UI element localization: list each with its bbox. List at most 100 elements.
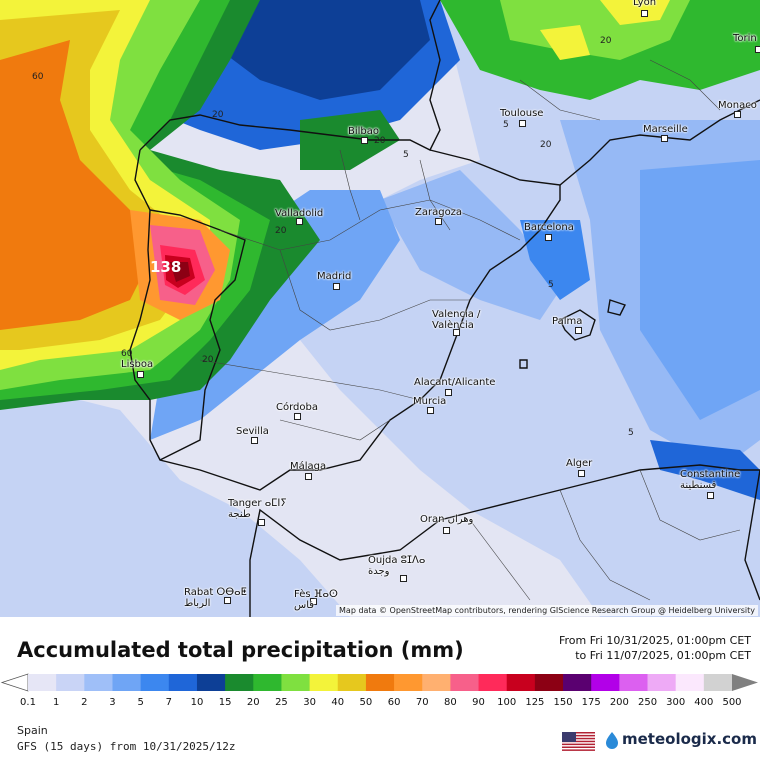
city-marker <box>305 473 312 480</box>
contour-label: 5 <box>503 120 509 130</box>
scale-tick-label: 3 <box>109 697 116 708</box>
scale-swatch <box>478 674 508 691</box>
city-label-torin: Torin <box>733 33 757 44</box>
city-marker <box>294 413 301 420</box>
contour-label: 5 <box>403 150 409 160</box>
scale-tick-label: 150 <box>553 697 573 708</box>
color-scale <box>0 673 758 692</box>
city-marker <box>137 371 144 378</box>
region-label: Spain <box>17 724 48 737</box>
city-marker <box>755 46 760 53</box>
city-marker <box>453 329 460 336</box>
scale-swatch <box>675 674 705 691</box>
scale-swatch <box>506 674 536 691</box>
scale-tick-label: 400 <box>694 697 714 708</box>
city-label-murcia: Murcia <box>413 396 447 407</box>
city-label-madrid: Madrid <box>317 271 352 282</box>
scale-swatch <box>84 674 113 691</box>
scale-tick-label: 70 <box>415 697 429 708</box>
city-marker <box>400 575 407 582</box>
scale-tick-label: 10 <box>190 697 204 708</box>
city-label-sevilla: Sevilla <box>236 426 269 437</box>
city-label-cordoba: Córdoba <box>276 402 318 413</box>
scale-tick-label: 5 <box>137 697 144 708</box>
city-label-rabat: Rabat ⵔⴱⴰⵟ الرباط <box>184 587 247 609</box>
city-marker <box>578 470 585 477</box>
scale-tick-label: 125 <box>525 697 545 708</box>
city-marker <box>519 120 526 127</box>
scale-swatch <box>534 674 564 691</box>
contour-label: 20 <box>212 110 224 120</box>
scale-swatch <box>309 674 339 691</box>
city-label-valencia: Valencia / València <box>432 309 481 331</box>
city-marker <box>296 218 303 225</box>
max-precipitation-label: 138 <box>150 258 182 276</box>
scale-swatch <box>422 674 451 691</box>
city-label-lisboa: Lisboa <box>121 359 154 370</box>
contour-label: 5 <box>628 428 634 438</box>
scale-tick-label: 175 <box>581 697 601 708</box>
scale-tick-label: 50 <box>359 697 373 708</box>
contour-label: 20 <box>202 355 214 365</box>
city-marker <box>361 137 368 144</box>
city-marker <box>427 407 434 414</box>
scale-tick-label: 15 <box>218 697 232 708</box>
scale-tick-label: 500 <box>722 697 742 708</box>
scale-swatch <box>253 674 282 691</box>
city-label-bilbao: Bilbao <box>348 126 380 137</box>
scale-swatch <box>28 674 57 691</box>
scale-arrow-high <box>732 674 758 691</box>
city-marker <box>224 597 231 604</box>
city-marker <box>258 519 265 526</box>
brand-link[interactable]: meteologix.com <box>622 730 757 748</box>
city-label-toulouse: Toulouse <box>500 108 544 119</box>
scale-swatch <box>703 674 733 691</box>
city-label-oujda: Oujda ⵓⵊⴷⴰ وجدة <box>368 555 426 577</box>
scale-tick-label: 1 <box>52 697 60 708</box>
city-marker <box>661 135 668 142</box>
city-label-barcelona: Barcelona <box>524 222 574 233</box>
city-label-alicante: Alacant/Alicante <box>414 377 496 388</box>
scale-swatch <box>394 674 423 691</box>
contour-label: 60 <box>32 72 44 82</box>
period-to: to Fri 11/07/2025, 01:00pm CET <box>575 649 751 662</box>
scale-swatch <box>112 674 142 691</box>
scale-swatch <box>647 674 677 691</box>
scale-swatch <box>365 674 395 691</box>
scale-tick-label: 40 <box>331 697 345 708</box>
city-label-tanger: Tanger ⴰⵎⵏⵢ طنجة <box>228 498 287 520</box>
precipitation-map: 138 60 20 5 20 20 5 5 20 60 20 5 20 Lyon… <box>0 0 760 617</box>
city-marker <box>575 327 582 334</box>
city-label-fes: Fès ⴼⴰⵙ فاس <box>294 589 338 611</box>
city-marker <box>707 492 714 499</box>
contour-label: 5 <box>548 280 554 290</box>
city-label-zaragoza: Zaragoza <box>415 207 463 218</box>
scale-swatch <box>281 674 311 691</box>
contour-label: 20 <box>540 140 552 150</box>
scale-tick-label: 2 <box>81 697 88 708</box>
city-marker <box>734 111 741 118</box>
city-marker <box>545 234 552 241</box>
scale-tick-label: 80 <box>444 697 457 708</box>
scale-swatch <box>225 674 254 691</box>
scale-swatch <box>450 674 480 691</box>
scale-swatch <box>619 674 649 691</box>
scale-swatch <box>168 674 198 691</box>
city-label-monaco: Monaco <box>718 100 757 111</box>
city-marker <box>435 218 442 225</box>
city-label-lyon: Lyon <box>633 0 657 8</box>
scale-tick-label: 100 <box>497 697 517 708</box>
scale-arrow-low <box>0 673 29 692</box>
city-label-valladolid: Valladolid <box>275 208 324 219</box>
us-flag-icon[interactable] <box>562 732 595 751</box>
city-marker <box>310 598 317 605</box>
contour-label: 20 <box>374 136 386 146</box>
scale-swatch <box>337 674 367 691</box>
city-label-constantine: Constantine قسنطينة <box>680 469 741 491</box>
scale-tick-label: 25 <box>275 697 288 708</box>
city-label-palma: Palma <box>552 316 583 327</box>
scale-swatch <box>591 674 620 691</box>
scale-tick-label: 7 <box>165 697 172 708</box>
scale-tick-label: 30 <box>303 697 316 708</box>
scale-swatch <box>563 674 592 691</box>
